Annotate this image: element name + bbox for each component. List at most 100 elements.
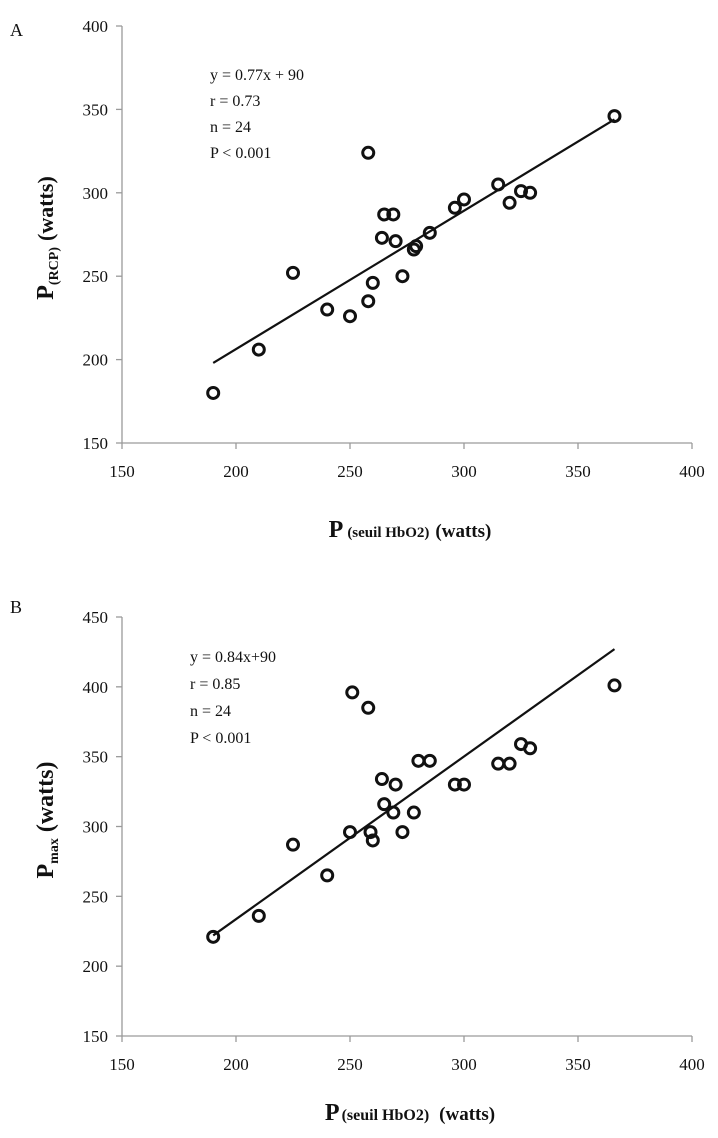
panel-a-y-title-tail: (watts) [33,176,58,241]
y-tick-label: 350 [83,748,109,767]
data-point [377,797,392,812]
data-point [491,756,506,771]
x-tick-label: 200 [223,1055,249,1074]
y-tick-label: 300 [83,818,109,837]
data-point [607,109,622,124]
panel-b-n-value: n = 24 [190,703,231,720]
y-tick-label: 300 [83,184,109,203]
y-tick-label: 150 [83,434,109,453]
data-point [395,825,410,840]
data-point [343,309,357,324]
panel-b-y-title-main: P [33,864,59,879]
data-point [502,756,517,771]
data-point [286,837,300,852]
y-tick-label: 450 [83,608,109,627]
panel-b-x-title-sub: (seuil HbO2) [342,1107,430,1124]
x-tick-label: 300 [451,462,477,481]
data-point [374,772,389,787]
panel-b-equation: y = 0.84x+90 [190,649,276,666]
data-point [377,207,392,222]
panel-b: B 150 200 250 300 350 400 450 150 200 250 300 350 4… [10,597,705,1126]
panel-a-x-title-sub: (seuil HbO2) [347,525,429,541]
x-tick-label: 250 [337,1055,363,1074]
data-point [361,700,376,715]
panel-b-y-axis-title: Pmax (watts) [33,762,62,879]
panel-b-regression-line [212,648,616,937]
data-point [457,192,471,207]
data-point [251,342,266,357]
data-point [388,234,403,249]
x-tick-label: 150 [109,462,135,481]
panel-b-letter: B [10,597,22,617]
panel-a-y-title-sub: (RCP) [47,247,62,285]
panel-a-annotation: y = 0.77x + 90 r = 0.73 n = 24 P < 0.001 [210,67,304,162]
panel-b-x-title-main: P [325,1100,340,1126]
y-tick-label: 250 [83,887,109,906]
panel-a-n-value: n = 24 [210,119,251,136]
panel-a-x-title-tail: (watts) [435,521,491,542]
data-point [502,195,517,210]
panel-a-equation: y = 0.77x + 90 [210,67,304,84]
data-point [422,753,437,768]
data-point [343,825,357,840]
data-point [388,777,403,792]
data-point [523,741,538,756]
x-tick-label: 400 [679,462,705,481]
data-point [320,868,335,883]
panel-b-x-ticks: 150 200 250 300 350 400 [109,1036,705,1074]
data-point [345,685,360,700]
data-point [374,230,389,245]
y-tick-label: 200 [83,351,109,370]
data-point [251,908,266,923]
panel-b-y-ticks: 150 200 250 300 350 400 450 [83,608,122,1046]
data-point [386,207,401,222]
panel-a-p-value: P < 0.001 [210,145,271,162]
panel-b-x-axis-title: P (seuil HbO2) (watts) [325,1100,495,1126]
data-point [365,275,380,290]
panel-b-r-value: r = 0.85 [190,676,240,693]
panel-a-x-axis-title: P (seuil HbO2) (watts) [329,517,492,543]
x-tick-label: 350 [565,1055,591,1074]
x-tick-label: 350 [565,462,591,481]
panel-a-y-axis-title: P(RCP) (watts) [33,176,62,300]
y-tick-label: 250 [83,267,109,286]
data-point [607,678,622,693]
data-point [514,184,528,199]
data-point [457,777,471,792]
data-point [447,777,462,792]
data-point [361,294,376,309]
panel-b-points [206,678,622,944]
data-point [411,753,426,768]
data-point [320,302,335,317]
data-point [395,269,410,284]
panel-a-y-title-main: P [33,285,59,300]
data-point [386,805,401,820]
data-point [447,200,462,215]
panel-a-letter: A [10,20,23,40]
panel-b-y-title-sub: max [47,838,62,864]
y-tick-label: 150 [83,1027,109,1046]
data-point [286,265,300,280]
panel-b-x-title-tail: (watts) [439,1104,495,1125]
data-point [365,833,380,848]
panel-a-r-value: r = 0.73 [210,93,260,110]
data-point [409,239,424,254]
y-tick-label: 400 [83,17,109,36]
x-tick-label: 250 [337,462,363,481]
y-tick-label: 350 [83,100,109,119]
panel-a-y-ticks: 150 200 250 300 350 400 [83,17,122,453]
x-tick-label: 150 [109,1055,135,1074]
data-point [406,805,421,820]
x-tick-label: 300 [451,1055,477,1074]
y-tick-label: 400 [83,678,109,697]
panel-b-y-title-tail: (watts) [33,762,59,833]
data-point [523,185,538,200]
data-point [206,385,221,400]
data-point [363,825,378,840]
data-point [491,177,506,192]
panel-a-points [206,109,622,400]
panel-b-p-value: P < 0.001 [190,730,251,747]
data-point [422,225,437,240]
panel-b-annotation: y = 0.84x+90 r = 0.85 n = 24 P < 0.001 [190,649,276,747]
